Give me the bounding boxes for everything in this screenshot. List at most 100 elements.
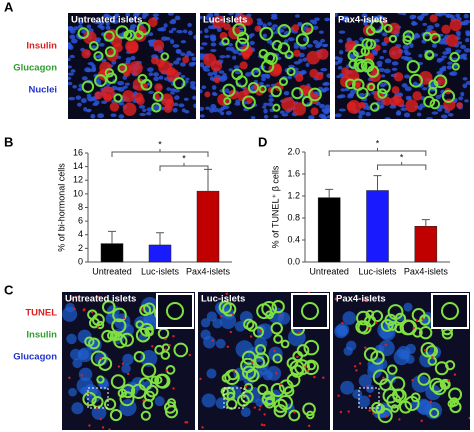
- x-tick-label: Untreated: [92, 266, 132, 276]
- glucagon-cell: [234, 321, 246, 332]
- nucleus: [279, 110, 285, 114]
- y-tick-label: 10: [73, 188, 83, 198]
- nucleus: [376, 14, 383, 19]
- nucleus: [323, 43, 329, 47]
- insulin-cell: [288, 409, 301, 422]
- y-tick-label: 0.0: [287, 256, 300, 266]
- nucleus: [297, 21, 303, 26]
- nucleus: [187, 30, 193, 36]
- insulin-cell: [182, 56, 190, 64]
- glucagon-cell: [370, 19, 384, 33]
- nucleus: [338, 30, 346, 34]
- nucleus: [249, 40, 255, 46]
- insulin-cell: [390, 404, 400, 413]
- glucagon-cell: [356, 86, 369, 100]
- nucleus: [455, 13, 461, 18]
- glucagon-cell: [94, 74, 107, 88]
- nucleus: [421, 13, 429, 16]
- insulin-cell: [271, 299, 285, 314]
- tunel-dot: [97, 295, 101, 299]
- nucleus: [447, 61, 453, 65]
- nucleus: [391, 67, 398, 71]
- tunel-dot: [117, 365, 121, 368]
- insulin-cell: [365, 309, 375, 319]
- inset: [156, 293, 194, 329]
- tunel-dot: [398, 418, 401, 421]
- nucleus: [68, 26, 74, 31]
- nucleus: [426, 25, 434, 30]
- nucleus: [249, 33, 255, 37]
- nucleus: [382, 49, 387, 54]
- nucleus: [87, 61, 94, 66]
- nucleus: [318, 30, 324, 34]
- glucagon-cell: [206, 368, 217, 379]
- nucleus: [87, 98, 94, 102]
- tunel-dot: [368, 409, 371, 412]
- nucleus: [98, 42, 105, 47]
- tunel-dot: [168, 344, 171, 347]
- insulin-cell: [128, 61, 143, 76]
- tunel-dot: [151, 345, 154, 348]
- tunel-dot: [421, 318, 425, 321]
- nucleus: [117, 81, 125, 86]
- glucagon-cell: [77, 27, 90, 39]
- error-bar: [373, 175, 382, 191]
- nucleus: [172, 44, 180, 48]
- glucagon-cell: [270, 86, 282, 98]
- nucleus: [262, 105, 267, 109]
- glucagon-cell: [286, 67, 296, 77]
- sig-star: *: [376, 138, 380, 148]
- insulin-cell: [101, 86, 115, 101]
- nucleus: [148, 90, 154, 94]
- nucleus: [306, 44, 313, 48]
- nucleus: [404, 86, 412, 92]
- nucleus: [167, 13, 174, 16]
- tunel-dot: [372, 412, 375, 415]
- glucagon-cell: [258, 48, 269, 59]
- nucleus: [68, 57, 71, 62]
- nucleus: [147, 67, 154, 72]
- insulin-cell: [296, 344, 310, 357]
- insulin-cell: [306, 360, 316, 371]
- nucleus: [68, 65, 72, 69]
- insulin-cell: [240, 390, 254, 404]
- insulin-cell: [383, 36, 391, 44]
- insulin-cell: [173, 342, 189, 358]
- tunel-dot: [68, 376, 71, 379]
- nucleus: [211, 85, 217, 90]
- tunel-dot: [322, 376, 325, 379]
- tunel-dot: [353, 365, 357, 368]
- roi-box: [223, 387, 245, 409]
- nucleus: [187, 22, 192, 28]
- tunel-dot: [172, 387, 175, 390]
- insulin-cell: [268, 63, 283, 77]
- error-bar: [325, 188, 334, 198]
- insulin-cell: [145, 328, 154, 337]
- glucagon-cell: [201, 393, 216, 408]
- panel-letter: B: [4, 134, 13, 149]
- tunel-dot: [368, 326, 371, 330]
- nucleus: [422, 22, 428, 26]
- nucleus: [464, 48, 470, 53]
- nucleus: [97, 20, 105, 26]
- nucleus: [116, 87, 122, 91]
- tunel-dot: [420, 419, 423, 422]
- nucleus: [80, 98, 87, 104]
- nucleus: [224, 88, 230, 93]
- nucleus: [191, 86, 196, 90]
- insulin-cell: [317, 48, 329, 60]
- glucagon-cell: [277, 23, 291, 38]
- legend-label: Insulin: [26, 330, 57, 341]
- glucagon-cell: [236, 31, 250, 45]
- nucleus: [71, 38, 78, 44]
- insulin-cell: [310, 107, 319, 116]
- nucleus: [184, 109, 190, 114]
- insulin-cell: [103, 398, 117, 411]
- image-title: Pax4-islets: [336, 294, 386, 305]
- nucleus: [220, 111, 225, 116]
- insulin-cell: [223, 22, 231, 31]
- tunel-dot: [364, 346, 367, 349]
- nucleus: [158, 75, 164, 80]
- nucleus: [287, 75, 293, 80]
- glucagon-cell: [122, 353, 134, 366]
